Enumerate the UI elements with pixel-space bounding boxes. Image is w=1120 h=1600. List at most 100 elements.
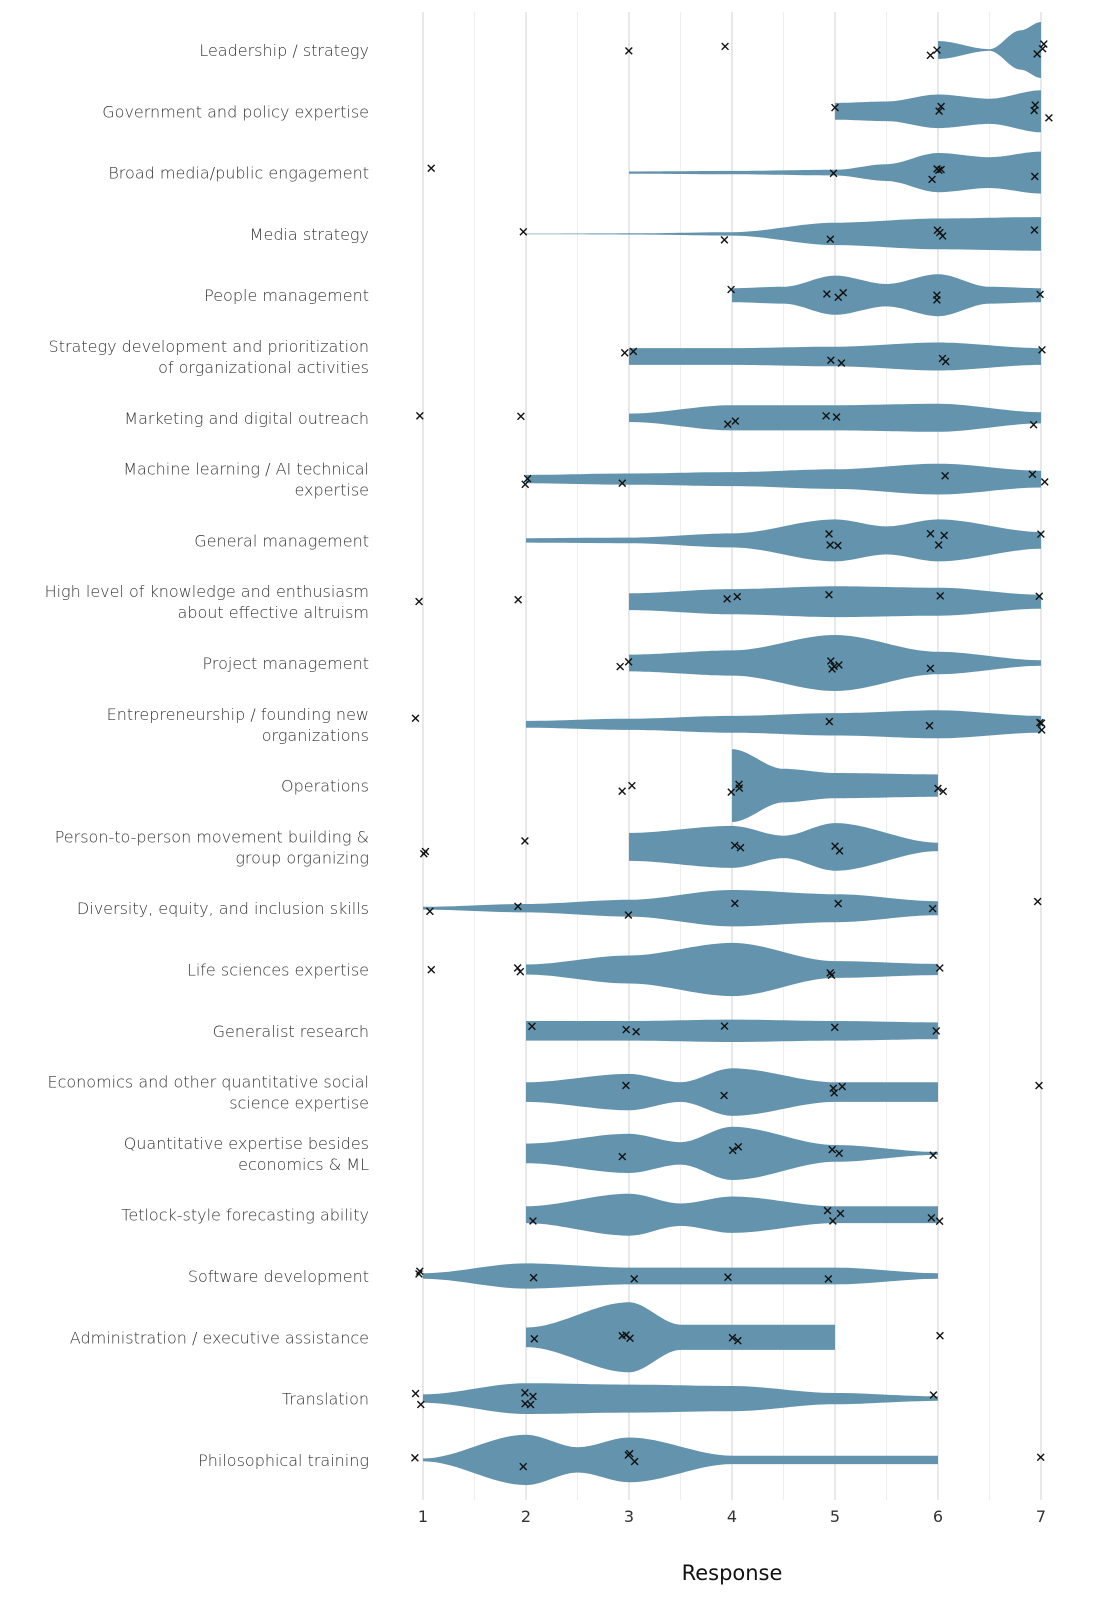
- response-point: [828, 665, 836, 673]
- category-label-line: science expertise: [229, 1094, 369, 1113]
- response-point: [632, 1027, 640, 1036]
- category-label-line: Life sciences expertise: [187, 961, 369, 980]
- response-point: [828, 1217, 837, 1225]
- category-label-line: Generalist research: [213, 1022, 369, 1041]
- x-axis-ticks: 1 2 3 4 5 6 7: [418, 1507, 1046, 1526]
- category-label-line: Broad media/public engagement: [108, 164, 369, 183]
- response-point: [723, 420, 732, 429]
- response-point: [514, 595, 523, 604]
- response-point: [1028, 470, 1037, 479]
- response-point: [940, 531, 949, 540]
- response-point: [1037, 726, 1046, 734]
- response-point: [622, 1025, 631, 1034]
- response-point: [833, 541, 842, 550]
- response-point: [1030, 226, 1039, 234]
- violin-shape: [423, 1383, 938, 1414]
- response-point: [935, 107, 943, 116]
- response-point: [928, 175, 936, 184]
- violin-shape: [423, 1263, 938, 1289]
- response-point: [935, 964, 944, 972]
- response-point: [415, 1267, 424, 1276]
- category-label: Quantitative expertise besides economics …: [124, 1134, 369, 1174]
- response-point: [826, 356, 835, 365]
- category-label: Economics and other quantitative social s…: [47, 1073, 369, 1113]
- violin-shape: [526, 217, 1041, 251]
- category-label-line: Operations: [281, 777, 369, 796]
- response-point: [523, 474, 532, 483]
- response-point: [839, 288, 848, 297]
- response-point: [513, 964, 522, 972]
- response-point: [723, 594, 732, 603]
- category-label-line: Software development: [188, 1267, 369, 1286]
- response-point: [838, 1082, 847, 1091]
- response-point: [618, 787, 627, 796]
- response-point: [616, 662, 625, 671]
- category-label: Marketing and digital outreach: [124, 409, 369, 428]
- response-point: [831, 103, 839, 112]
- response-point: [826, 657, 835, 665]
- response-point: [936, 1331, 944, 1340]
- category-label: Entrepreneurship / founding new organizat…: [107, 705, 369, 745]
- category-label: Project management: [203, 654, 369, 673]
- response-point: [1038, 345, 1046, 354]
- category-label-line: Person-to-person movement building &: [55, 827, 369, 846]
- category-label-line: Economics and other quantitative social: [47, 1073, 369, 1092]
- y-axis-labels: Leadership / strategy Government and poli…: [45, 41, 370, 1470]
- response-point: [731, 417, 740, 426]
- response-point: [1045, 113, 1053, 122]
- category-label: Translation: [282, 1390, 369, 1409]
- category-label-line: expertise: [294, 481, 369, 500]
- category-label-line: Strategy development and prioritization: [49, 337, 369, 356]
- category-label: Machine learning / AI technical expertise: [123, 460, 369, 500]
- response-point: [519, 1462, 528, 1471]
- response-point: [937, 102, 945, 111]
- category-label: Software development: [188, 1267, 369, 1286]
- response-point: [516, 412, 525, 421]
- response-point: [1033, 50, 1042, 58]
- response-point: [825, 590, 833, 599]
- response-point: [1036, 530, 1045, 539]
- response-point: [823, 1206, 832, 1215]
- category-label: Broad media/public engagement: [108, 164, 369, 183]
- response-point: [519, 227, 528, 236]
- response-point: [837, 359, 846, 367]
- category-label-line: Administration / executive assistance: [70, 1328, 369, 1347]
- category-label-line: High level of knowledge and enthusiasm: [45, 582, 369, 601]
- violin-shape: [732, 274, 1041, 317]
- response-point: [1040, 477, 1049, 486]
- response-point: [425, 907, 434, 916]
- response-point: [1035, 592, 1044, 601]
- response-point: [941, 471, 950, 480]
- x-tick-label: 6: [933, 1507, 943, 1526]
- response-point: [618, 479, 627, 488]
- response-point: [529, 1273, 538, 1282]
- response-point: [721, 42, 729, 51]
- category-label: High level of knowledge and enthusiasm ab…: [45, 582, 369, 622]
- response-point: [927, 1213, 936, 1222]
- response-point: [831, 842, 839, 851]
- response-point: [624, 46, 633, 55]
- response-point: [1030, 106, 1039, 115]
- response-point: [1035, 1081, 1043, 1090]
- violin-shape: [526, 710, 1041, 739]
- violin-shape: [629, 586, 1041, 618]
- response-point: [521, 837, 529, 845]
- response-point: [720, 1091, 728, 1100]
- response-point: [624, 1451, 633, 1459]
- response-point: [630, 1275, 639, 1283]
- category-label-line: General management: [194, 531, 369, 550]
- response-point: [529, 1217, 537, 1225]
- response-point: [720, 1022, 729, 1030]
- response-point: [830, 1023, 839, 1032]
- x-tick-label: 4: [727, 1507, 737, 1526]
- category-label-line: Translation: [282, 1390, 369, 1409]
- response-point: [933, 46, 941, 54]
- category-label: Leadership / strategy: [199, 41, 369, 60]
- response-point: [730, 841, 739, 850]
- category-label-line: Entrepreneurship / founding new: [107, 705, 369, 724]
- violin-shape: [526, 1019, 938, 1042]
- response-point: [1033, 897, 1042, 906]
- category-label: Generalist research: [213, 1022, 369, 1041]
- response-point: [514, 902, 522, 911]
- response-point: [628, 781, 636, 790]
